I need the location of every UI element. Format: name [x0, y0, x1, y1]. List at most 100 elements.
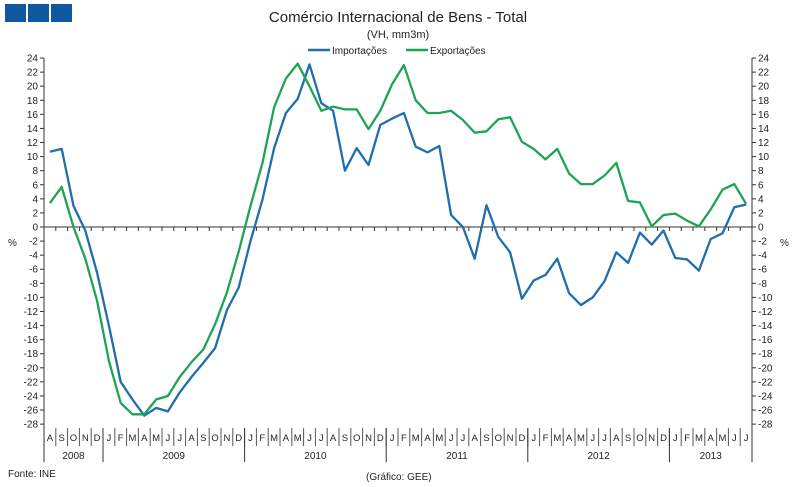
y-tick-label-left: -20	[24, 363, 39, 374]
y-tick-label-right: 10	[758, 152, 770, 163]
month-label: J	[461, 433, 466, 444]
series-line-imports	[49, 63, 747, 417]
y-tick-label-right: -14	[758, 321, 773, 332]
year-label: 2012	[587, 451, 610, 462]
month-label: J	[307, 433, 312, 444]
month-label: A	[283, 433, 290, 444]
month-label: D	[377, 433, 384, 444]
y-tick-label-right: -4	[758, 251, 767, 262]
y-axis-label-left: %	[8, 238, 17, 249]
y-tick-label-left: -14	[24, 321, 39, 332]
y-tick-label-left: 24	[27, 54, 39, 65]
y-tick-label-left: 20	[27, 82, 39, 93]
y-tick-label-left: 0	[32, 223, 38, 234]
y-tick-label-right: 0	[758, 223, 764, 234]
month-label: S	[483, 433, 489, 444]
month-label: J	[107, 433, 112, 444]
y-tick-label-right: 24	[758, 54, 770, 65]
month-label: F	[259, 433, 265, 444]
month-label: O	[495, 433, 502, 444]
month-label: A	[472, 433, 479, 444]
logo-block	[5, 4, 26, 22]
y-tick-label-right: -18	[758, 349, 773, 360]
month-label: F	[118, 433, 124, 444]
month-label: M	[577, 433, 585, 444]
month-label: F	[543, 433, 549, 444]
legend-label-imports: Importações	[332, 46, 387, 57]
month-label: D	[235, 433, 242, 444]
month-label: N	[223, 433, 230, 444]
month-label: S	[59, 433, 65, 444]
month-label: M	[553, 433, 561, 444]
y-tick-label-left: -18	[24, 349, 39, 360]
y-tick-label-right: 6	[758, 180, 764, 191]
logo	[5, 4, 72, 22]
y-tick-label-right: 2	[758, 208, 764, 219]
y-tick-label-left: -26	[24, 406, 39, 417]
month-label: M	[435, 433, 443, 444]
y-tick-label-right: -16	[758, 335, 773, 346]
month-label: D	[94, 433, 101, 444]
y-tick-label-right: 8	[758, 166, 764, 177]
month-label: M	[719, 433, 727, 444]
y-tick-label-right: -2	[758, 237, 767, 248]
month-label: A	[188, 433, 195, 444]
month-label: N	[507, 433, 514, 444]
month-label: F	[401, 433, 407, 444]
y-tick-label-right: -24	[758, 391, 773, 402]
y-tick-label-right: 20	[758, 82, 770, 93]
month-label: J	[732, 433, 737, 444]
month-label: J	[248, 433, 253, 444]
series-line-exports	[48, 62, 748, 416]
month-label: J	[390, 433, 395, 444]
y-tick-label-left: -12	[24, 307, 39, 318]
legend-label-exports: Exportações	[430, 46, 486, 57]
month-label: O	[636, 433, 643, 444]
month-label: S	[342, 433, 348, 444]
month-label: J	[319, 433, 324, 444]
month-label: N	[365, 433, 372, 444]
year-label: 2009	[163, 451, 186, 462]
y-tick-label-right: 12	[758, 138, 770, 149]
y-tick-label-right: 4	[758, 194, 764, 205]
year-label: 2010	[304, 451, 327, 462]
month-label: J	[449, 433, 454, 444]
month-label: F	[684, 433, 690, 444]
y-tick-label-left: -16	[24, 335, 39, 346]
month-label: A	[424, 433, 431, 444]
y-tick-label-right: 14	[758, 124, 770, 135]
month-label: S	[200, 433, 206, 444]
month-label: N	[648, 433, 655, 444]
month-label: J	[744, 433, 749, 444]
month-label: S	[625, 433, 631, 444]
legend: Importações Exportações	[308, 46, 486, 57]
y-tick-label-left: -2	[29, 237, 38, 248]
month-label: D	[660, 433, 667, 444]
chart-title: Comércio Internacional de Bens - Total	[269, 9, 527, 26]
month-label: A	[613, 433, 620, 444]
month-label: J	[531, 433, 536, 444]
month-label: M	[695, 433, 703, 444]
chart-subtitle: (VH, mm3m)	[367, 29, 429, 41]
y-tick-label-left: 4	[32, 194, 38, 205]
y-tick-label-left: 12	[27, 138, 39, 149]
month-label: O	[70, 433, 77, 444]
month-label: M	[152, 433, 160, 444]
y-tick-label-right: 18	[758, 96, 770, 107]
y-tick-label-left: -4	[29, 251, 38, 262]
y-tick-label-left: 18	[27, 96, 39, 107]
y-tick-label-left: -6	[29, 265, 38, 276]
y-tick-label-left: -28	[24, 420, 39, 431]
month-label: J	[166, 433, 171, 444]
month-label: J	[590, 433, 595, 444]
y-tick-label-right: 16	[758, 110, 770, 121]
month-label: A	[141, 433, 148, 444]
month-label: J	[602, 433, 607, 444]
month-label: A	[47, 433, 54, 444]
month-label: J	[177, 433, 182, 444]
year-label: 2008	[62, 451, 85, 462]
month-label: D	[518, 433, 525, 444]
y-tick-label-right: -10	[758, 293, 773, 304]
month-label: J	[673, 433, 678, 444]
